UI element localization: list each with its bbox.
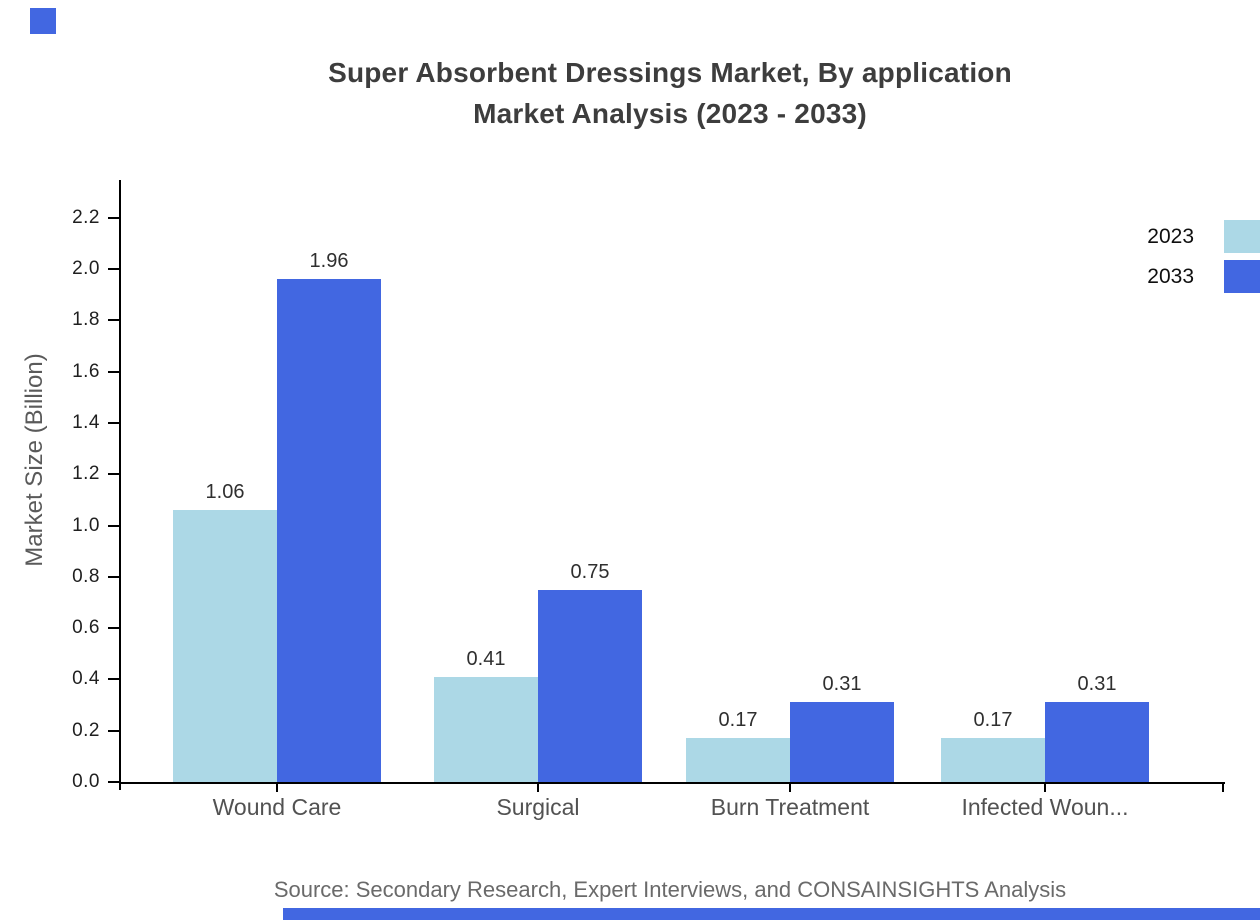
x-axis-category-label: Burn Treatment xyxy=(710,794,870,820)
x-axis-line xyxy=(119,782,1225,784)
legend-item-2033: 2033 xyxy=(1147,260,1260,293)
source-note: Source: Secondary Research, Expert Inter… xyxy=(273,877,1067,902)
y-axis-tick-label: 1.0 xyxy=(72,514,100,536)
brand-corner-square xyxy=(30,8,56,34)
bar-2023-burn-treatment xyxy=(686,738,790,782)
y-axis-tick-label: 1.6 xyxy=(72,360,100,382)
x-axis-tick-mark xyxy=(1044,783,1046,792)
bar-value-label: 0.17 xyxy=(973,709,1013,732)
legend-swatch-2023 xyxy=(1224,220,1260,253)
x-axis-end-tick-mark xyxy=(1222,783,1224,792)
bar-value-label: 0.75 xyxy=(570,560,610,583)
bar-2033-surgical xyxy=(538,589,642,782)
bar-2023-surgical xyxy=(434,676,538,782)
y-axis-tick-mark xyxy=(108,781,119,783)
bar-2033-infected-woun- xyxy=(1045,702,1149,782)
bar-value-label: 1.96 xyxy=(309,250,349,273)
bar-2033-wound-care xyxy=(277,279,381,782)
x-axis-tick-mark xyxy=(276,783,278,792)
y-axis-tick-mark xyxy=(108,268,119,270)
x-axis-category-label: Wound Care xyxy=(212,794,342,820)
y-axis-tick-mark xyxy=(108,370,119,373)
y-axis-tick-mark xyxy=(108,575,119,578)
bar-2033-burn-treatment xyxy=(790,702,894,782)
x-axis-tick-mark xyxy=(537,783,539,792)
y-axis-tick-mark xyxy=(108,319,119,322)
x-axis-category-label: Infected Woun... xyxy=(961,794,1129,820)
y-axis-tick-mark xyxy=(108,627,119,630)
y-axis-tick-label: 0.2 xyxy=(72,719,100,741)
chart-title: Super Absorbent Dressings Market, By app… xyxy=(90,52,1250,134)
chart-title-line2: Market Analysis (2023 - 2033) xyxy=(473,98,867,129)
bar-value-label: 0.31 xyxy=(822,673,862,696)
y-axis-tick-label: 2.2 xyxy=(72,206,100,228)
bar-value-label: 0.41 xyxy=(466,647,506,670)
legend-label-2023: 2023 xyxy=(1147,224,1194,248)
y-axis-tick-mark xyxy=(108,473,119,476)
legend-item-2023: 2023 xyxy=(1147,220,1260,253)
brand-bottom-bar xyxy=(283,908,1260,920)
y-axis-tick-mark xyxy=(108,678,119,681)
y-axis-tick-label: 1.2 xyxy=(72,463,100,485)
y-axis-tick-label: 0.0 xyxy=(72,771,100,792)
y-axis-tick-mark xyxy=(108,216,119,219)
bar-value-label: 0.17 xyxy=(718,709,758,732)
y-axis-tick-label: 0.6 xyxy=(72,617,100,639)
y-axis-tick-mark xyxy=(108,524,119,527)
legend-swatch-2033 xyxy=(1224,260,1260,293)
bar-value-label: 0.31 xyxy=(1077,673,1117,696)
bar-2023-infected-woun- xyxy=(941,738,1045,782)
legend-label-2033: 2033 xyxy=(1147,264,1194,288)
y-axis-tick-mark xyxy=(108,421,119,424)
y-axis-tick-label: 1.4 xyxy=(72,411,100,433)
y-axis-tick-label: 2.0 xyxy=(72,258,100,279)
chart-title-line1: Super Absorbent Dressings Market, By app… xyxy=(328,57,1012,88)
bar-value-label: 1.06 xyxy=(205,481,245,504)
y-axis-tick-mark xyxy=(108,729,119,732)
y-axis-line xyxy=(119,180,121,790)
bar-2023-wound-care xyxy=(173,510,277,782)
legend: 2023 2033 xyxy=(1147,220,1260,300)
y-axis-tick-label: 0.8 xyxy=(72,565,100,587)
y-axis-tick-label: 1.8 xyxy=(72,309,100,331)
y-axis-tick-label: 0.4 xyxy=(72,668,100,690)
x-axis-tick-mark xyxy=(789,783,791,792)
x-axis-category-label: Surgical xyxy=(496,794,580,820)
